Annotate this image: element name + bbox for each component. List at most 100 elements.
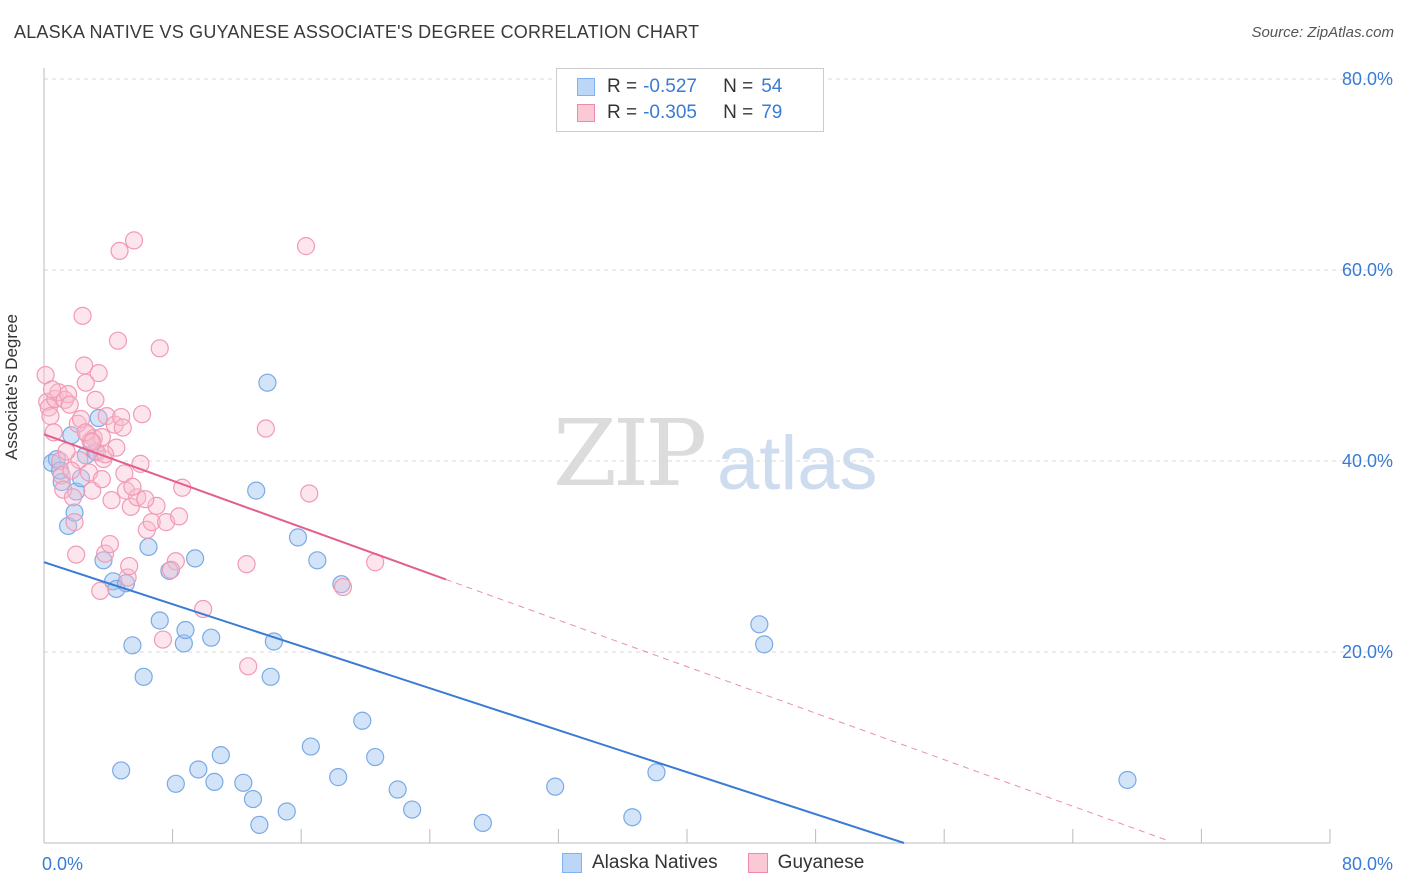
alaska-native-point xyxy=(288,528,308,547)
alaska-native-point xyxy=(205,772,224,791)
chart-title: ALASKA NATIVE VS GUYANESE ASSOCIATE'S DE… xyxy=(14,22,700,42)
guyanese-point xyxy=(76,423,95,442)
legend-r-label: R = xyxy=(607,76,638,97)
guyanese-point xyxy=(62,461,81,480)
series-swatch-guyanese xyxy=(747,853,768,873)
alaska-native-point xyxy=(755,635,774,654)
guyanese-point xyxy=(296,237,316,256)
legend-swatch-guyanese xyxy=(577,104,595,122)
guyanese-point xyxy=(147,496,166,515)
guyanese-point xyxy=(153,630,173,649)
alaska-native-point xyxy=(189,760,208,779)
alaska-native-point xyxy=(623,808,642,827)
alaska-native-point xyxy=(139,537,158,557)
guyanese-point xyxy=(333,577,353,597)
guyanese-point xyxy=(150,339,169,358)
guyanese-point xyxy=(107,438,126,457)
alaska-native-point xyxy=(150,611,169,630)
alaska-native-point xyxy=(261,667,280,686)
alaska-native-point xyxy=(329,768,348,787)
alaska-native-point xyxy=(176,620,195,640)
guyanese-point xyxy=(239,657,258,676)
alaska-native-point xyxy=(258,373,277,392)
alaska-native-point xyxy=(546,777,565,796)
alaska-native-point xyxy=(473,813,492,833)
alaska-native-point xyxy=(247,481,266,500)
alaska-native-point xyxy=(277,802,296,821)
alaska-native-point xyxy=(353,711,372,730)
alaska-native-point xyxy=(166,774,185,793)
alaska-native-point xyxy=(301,737,320,756)
x-tick-label: 0.0% xyxy=(42,854,83,874)
guyanese-point xyxy=(81,431,100,451)
guyanese-point xyxy=(95,544,115,563)
legend-r-value: -0.305 xyxy=(643,102,697,123)
alaska-native-point xyxy=(388,780,407,799)
series-legend: Alaska Natives Guyanese xyxy=(562,852,894,874)
guyanese-point xyxy=(76,373,95,392)
alaska-native-trendline xyxy=(43,561,905,844)
alaska-native-point xyxy=(243,789,263,809)
guyanese-point xyxy=(102,491,121,510)
legend-n-value: 79 xyxy=(761,102,783,123)
legend-r-label: R = xyxy=(607,102,638,123)
correlation-legend: R = -0.527 N = 54 R = -0.305 N = 79 xyxy=(556,68,824,132)
alaska-native-point xyxy=(211,746,230,765)
guyanese-point xyxy=(92,470,111,489)
alaska-native-point xyxy=(366,747,385,767)
guyanese-point xyxy=(89,364,108,383)
legend-row-alaska-natives: R = -0.527 N = 54 xyxy=(577,75,782,99)
source-credit: Source: ZipAtlas.com xyxy=(1251,24,1394,41)
guyanese-point xyxy=(113,418,132,437)
series-label-alaska-natives: Alaska Natives xyxy=(592,852,718,873)
guyanese-point xyxy=(63,488,83,507)
watermark-zip: ZIP xyxy=(553,400,707,507)
guyanese-point xyxy=(169,507,189,526)
alaska-native-point xyxy=(160,561,179,580)
guyanese-point xyxy=(67,545,86,564)
y-tick-label: 60.0% xyxy=(1342,260,1393,280)
y-tick-label: 20.0% xyxy=(1342,642,1393,662)
alaska-native-point xyxy=(234,773,253,792)
guyanese-point xyxy=(300,484,319,503)
guyanese-point xyxy=(161,560,181,579)
guyanese-trendline-extension xyxy=(445,578,1170,842)
guyanese-point xyxy=(91,581,110,600)
series-swatch-alaska-natives xyxy=(562,853,582,873)
alaska-native-point xyxy=(332,575,351,594)
legend-n-label: N = xyxy=(723,102,754,123)
alaska-native-point xyxy=(186,549,205,568)
guyanese-point xyxy=(73,306,92,325)
alaska-native-point xyxy=(264,632,283,651)
guyanese-point xyxy=(100,534,120,554)
y-tick-label: 80.0% xyxy=(1342,69,1393,89)
guyanese-point xyxy=(71,409,91,429)
guyanese-point xyxy=(132,405,152,424)
guyanese-point xyxy=(118,568,137,587)
guyanese-point xyxy=(110,241,129,260)
guyanese-point xyxy=(237,555,256,574)
guyanese-point xyxy=(123,477,142,496)
alaska-native-point xyxy=(750,615,769,634)
legend-row-guyanese: R = -0.305 N = 79 xyxy=(577,101,782,125)
alaska-native-point xyxy=(94,551,113,570)
alaska-native-point xyxy=(403,800,422,819)
guyanese-point xyxy=(124,231,144,250)
alaska-native-point xyxy=(308,551,327,570)
guyanese-point xyxy=(142,513,161,532)
guyanese-point xyxy=(166,552,185,571)
alaska-native-point xyxy=(47,449,66,469)
guyanese-point xyxy=(60,395,79,414)
x-tick-label: 80.0% xyxy=(1342,854,1393,874)
legend-n-label: N = xyxy=(723,76,754,97)
guyanese-point xyxy=(54,480,73,499)
guyanese-point xyxy=(121,497,140,516)
guyanese-point xyxy=(120,556,139,576)
alaska-native-point xyxy=(250,815,269,834)
guyanese-point xyxy=(108,331,128,350)
guyanese-point xyxy=(42,380,62,399)
alaska-native-point xyxy=(174,634,193,653)
guyanese-point xyxy=(83,432,102,451)
alaska-native-point xyxy=(202,628,221,647)
